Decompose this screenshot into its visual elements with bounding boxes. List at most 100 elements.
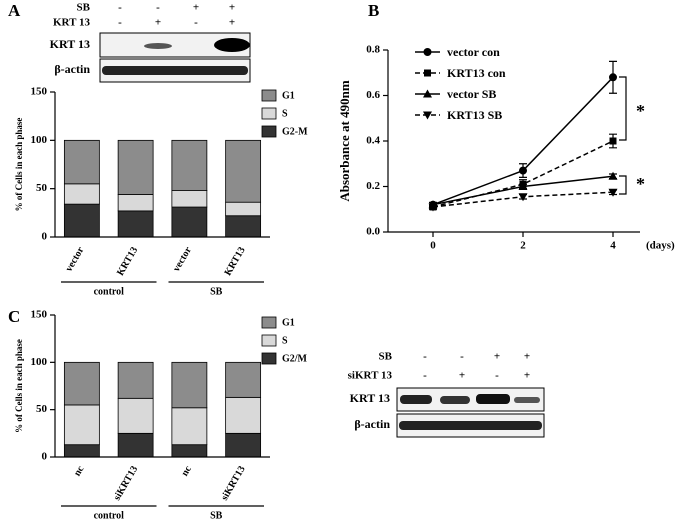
y-tick-label: 0.6 — [366, 89, 380, 101]
bar-segment — [171, 407, 208, 446]
y-axis-label: Absorbance at 490nm — [337, 80, 352, 202]
bar-segment — [63, 183, 100, 205]
legend-label: vector con — [447, 45, 500, 59]
y-tick-label: 150 — [31, 86, 48, 98]
bar-segment — [63, 139, 100, 185]
blot-sign: - — [460, 351, 464, 363]
blot-sign: + — [459, 370, 465, 382]
x-tick-label: 4 — [610, 240, 616, 252]
marker — [608, 188, 618, 197]
bar-segment — [63, 444, 100, 458]
marker — [518, 182, 528, 190]
bar-segment — [171, 361, 208, 409]
blot-row-label: siKRT 13 — [348, 370, 393, 382]
x-tick-label: KRT13 — [223, 245, 248, 278]
legend-swatch — [261, 352, 277, 365]
marker — [423, 48, 432, 56]
group-label: SB — [210, 510, 223, 519]
blot-band — [440, 396, 470, 404]
blot-sign: + — [494, 351, 500, 363]
legend-label: KRT13 SB — [447, 108, 502, 122]
blot-band — [476, 394, 510, 404]
blot-sign: + — [193, 2, 199, 14]
x-tick-label: siKRT13 — [219, 464, 248, 502]
bar-segment — [225, 396, 262, 434]
bar-segment — [171, 190, 208, 208]
x-tick-label: vector — [171, 245, 194, 274]
blot-sign: - — [118, 17, 122, 29]
marker — [423, 111, 432, 120]
y-tick-label: 50 — [36, 403, 48, 415]
y-tick-label: 0.2 — [366, 180, 380, 192]
bar-segment — [117, 194, 154, 212]
bar-segment — [63, 361, 100, 406]
blot-sign: + — [155, 17, 161, 29]
bar-segment — [225, 215, 262, 238]
legend-label: G1 — [282, 90, 295, 101]
legend-label: KRT13 con — [447, 66, 506, 80]
legend-label: vector SB — [447, 87, 496, 101]
bar-segment — [171, 444, 208, 458]
legend-label: G2-M — [282, 126, 308, 137]
y-tick-label: 0.0 — [366, 226, 380, 238]
blot-sign: + — [229, 17, 235, 29]
legend-label: G2/M — [282, 353, 308, 364]
x-axis-label: (days) — [646, 240, 675, 252]
marker — [519, 166, 527, 175]
marker — [608, 171, 618, 180]
bar-segment — [117, 361, 154, 399]
y-tick-label: 100 — [31, 356, 48, 368]
panel-label: B — [368, 1, 379, 20]
y-axis-label: % of Cells in each phase — [14, 339, 24, 433]
x-tick-label: nc — [72, 464, 87, 479]
marker — [609, 73, 617, 82]
blot-row-label: SB — [379, 351, 393, 363]
annotation: * — [636, 174, 645, 194]
blot-band — [214, 38, 250, 52]
x-tick-label: siKRT13 — [112, 464, 141, 502]
blot-sign: + — [524, 351, 530, 363]
blot-band-label: β-actin — [54, 62, 90, 76]
bar-segment — [63, 404, 100, 446]
y-tick-label: 100 — [31, 134, 48, 146]
blot-band — [514, 397, 540, 403]
blot-band-label: KRT 13 — [350, 391, 390, 405]
y-tick-label: 0 — [42, 451, 48, 463]
y-tick-label: 150 — [31, 309, 48, 321]
blot-frame — [396, 387, 545, 412]
bar-segment — [171, 206, 208, 238]
x-tick-label: 2 — [520, 240, 526, 252]
legend-swatch — [261, 107, 277, 120]
group-label: control — [94, 510, 125, 519]
marker — [518, 193, 528, 202]
blot-sign: + — [524, 370, 530, 382]
blot-sign: - — [194, 17, 198, 29]
annotation: * — [636, 101, 645, 121]
bracket — [619, 175, 627, 195]
bar-segment — [117, 397, 154, 434]
blot-band — [399, 421, 542, 430]
legend-label: S — [282, 335, 288, 346]
bar-segment — [225, 432, 262, 458]
marker — [423, 89, 432, 98]
y-tick-label: 0 — [42, 231, 48, 243]
y-tick-label: 50 — [36, 182, 48, 194]
bracket — [619, 76, 627, 141]
blot-sign: - — [495, 370, 499, 382]
blot-band-label: β-actin — [354, 417, 390, 431]
blot-sign: - — [156, 2, 160, 14]
bar-segment — [225, 201, 262, 217]
group-label: SB — [210, 286, 223, 297]
blot-row-label: SB — [77, 2, 91, 14]
marker — [609, 137, 617, 145]
blot-row-label: KRT 13 — [53, 17, 91, 29]
bar-segment — [225, 361, 262, 398]
marker — [424, 69, 431, 77]
x-tick-label: KRT13 — [115, 245, 140, 278]
blot-band-label: KRT 13 — [50, 37, 90, 51]
legend-swatch — [261, 89, 277, 102]
y-axis-label: % of Cells in each phase — [14, 118, 24, 212]
blot-sign: - — [118, 2, 122, 14]
panel-label: C — [8, 307, 20, 326]
